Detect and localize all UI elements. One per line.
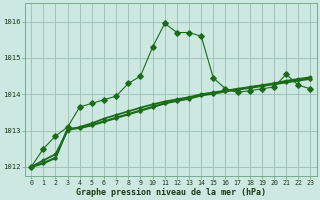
X-axis label: Graphe pression niveau de la mer (hPa): Graphe pression niveau de la mer (hPa) — [76, 188, 266, 197]
